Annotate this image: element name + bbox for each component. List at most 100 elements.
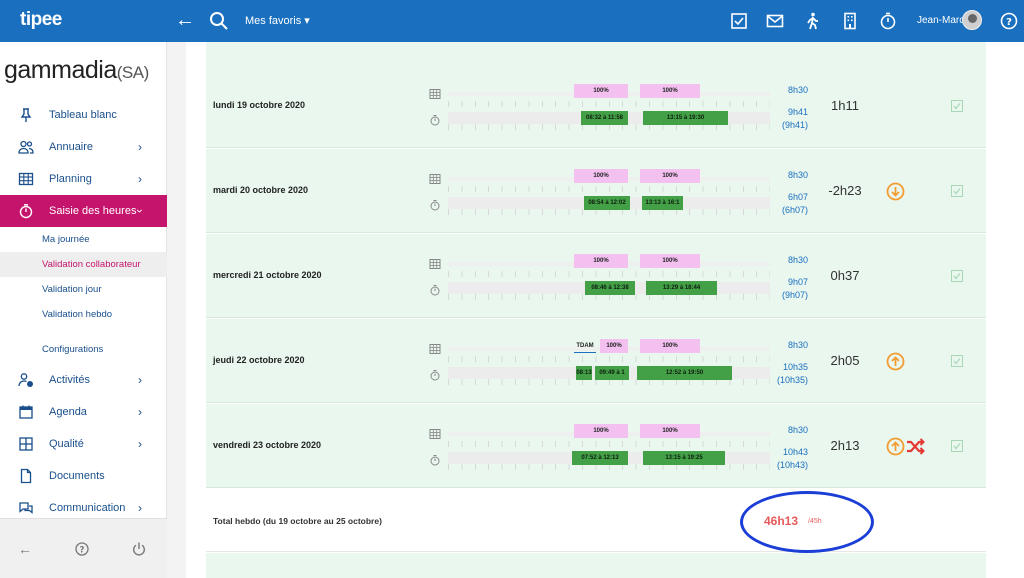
sidebar-item-activites[interactable]: Activités ›: [0, 364, 167, 396]
stopwatch-icon: [430, 200, 440, 211]
planned-segment[interactable]: 100%: [640, 169, 700, 183]
planned-segment[interactable]: TDAM: [574, 339, 596, 353]
avatar[interactable]: [962, 10, 982, 30]
day-row[interactable]: vendredi 23 octobre 2020 8h30 10h43 (10h…: [206, 404, 986, 488]
sidebar-item-label: Annuaire: [49, 141, 94, 153]
power-icon[interactable]: [131, 541, 147, 557]
day-row[interactable]: lundi 19 octobre 2020 8h30 9h41 (9h41) 1…: [206, 64, 986, 148]
collapse-arrow-icon[interactable]: ←: [18, 541, 32, 557]
user-name[interactable]: Jean-Marc: [917, 15, 965, 26]
shuffle-icon[interactable]: [906, 437, 925, 456]
actual-segment[interactable]: 08:46 à 12:38: [585, 281, 635, 295]
track-ticks: [448, 441, 770, 447]
stopwatch-icon: [430, 115, 440, 126]
track-ticks: [448, 271, 770, 277]
favorites-dropdown[interactable]: Mes favoris ▾: [245, 15, 310, 27]
planned-segment[interactable]: 100%: [574, 169, 628, 183]
sidebar-footer: ← ?: [0, 518, 167, 578]
track-ticks: [448, 294, 770, 300]
actual-segment[interactable]: 13:15 à 19:25: [643, 451, 725, 465]
arrow-up-circle-icon[interactable]: [886, 437, 905, 456]
sidebar-item-label: Saisie des heures: [49, 205, 137, 217]
planned-hours: 8h30: [787, 170, 808, 180]
arrow-down-circle-icon[interactable]: [886, 182, 905, 201]
actual-segment[interactable]: 07:52 à 12:13: [572, 451, 628, 465]
sub-item-validation-collaborateur[interactable]: Validation collaborateur: [0, 252, 167, 277]
day-label: vendredi 23 octobre 2020: [213, 440, 322, 450]
pin-icon: [20, 108, 32, 122]
planned-segment[interactable]: 100%: [640, 339, 700, 353]
stopwatch-icon[interactable]: [878, 11, 898, 31]
actual-segment[interactable]: 08:54 à 12:02: [584, 196, 630, 210]
track-ticks: [448, 379, 770, 385]
sidebar-item-qualite[interactable]: Qualité ›: [0, 428, 167, 460]
hours-delta: 1h11: [831, 98, 859, 113]
planned-segment[interactable]: 100%: [640, 84, 700, 98]
sidebar-item-documents[interactable]: Documents: [0, 460, 167, 492]
sidebar-item-planning[interactable]: Planning ›: [0, 163, 167, 195]
back-arrow-icon[interactable]: ←: [175, 9, 195, 31]
sidebar-item-tableau-blanc[interactable]: Tableau blanc: [0, 99, 167, 131]
sub-item-validation-hebdo[interactable]: Validation hebdo: [42, 309, 113, 320]
help-icon[interactable]: ?: [74, 541, 90, 557]
planned-hours: 8h30: [787, 425, 808, 435]
checkbox-icon[interactable]: [951, 185, 963, 197]
calendar-grid-icon: [429, 259, 441, 269]
app-logo[interactable]: tipee: [20, 9, 62, 30]
actual-hours: 9h07: [787, 277, 808, 287]
day-row[interactable]: jeudi 22 octobre 2020 8h30 10h35 (10h35)…: [206, 319, 986, 403]
sub-item-ma-journee[interactable]: Ma journée: [42, 234, 90, 245]
checkbox-icon[interactable]: [951, 440, 963, 452]
actual-segment[interactable]: 13:13 à 16:1: [642, 196, 683, 210]
sidebar-item-agenda[interactable]: Agenda ›: [0, 396, 167, 428]
help-icon[interactable]: ?: [999, 11, 1019, 31]
checkbox-icon[interactable]: [951, 355, 963, 367]
track-ticks: [448, 124, 770, 130]
actual-segment[interactable]: 13:29 à 18:44: [646, 281, 717, 295]
checkbox-icon[interactable]: [951, 100, 963, 112]
planned-hours: 8h30: [787, 255, 808, 265]
actual-segment[interactable]: 08:32 à 11:58: [581, 111, 628, 125]
stopwatch-icon: [430, 455, 440, 466]
planned-segment[interactable]: 100%: [574, 84, 628, 98]
hours-delta: -2h23: [828, 183, 862, 198]
planned-segment[interactable]: 100%: [600, 339, 628, 353]
track-ticks: [448, 356, 770, 362]
svg-text:?: ?: [80, 545, 85, 555]
walking-icon[interactable]: [802, 11, 822, 31]
chat-icon: [19, 502, 33, 514]
sub-item-configurations[interactable]: Configurations: [42, 344, 104, 355]
sidebar-item-annuaire[interactable]: Annuaire ›: [0, 131, 167, 163]
planned-segment[interactable]: 100%: [574, 254, 628, 268]
planned-segment[interactable]: 100%: [640, 424, 700, 438]
checkbox-icon[interactable]: [729, 11, 749, 31]
hours-delta: 0h37: [830, 268, 860, 283]
planned-segment[interactable]: 100%: [574, 424, 628, 438]
sidebar-item-saisie-des-heures[interactable]: Saisie des heures ›: [0, 195, 167, 227]
actual-segment[interactable]: 09:49 à 1: [595, 366, 629, 380]
sidebar-item-communication[interactable]: Communication ›: [0, 492, 167, 524]
arrow-up-circle-icon[interactable]: [886, 352, 905, 371]
day-row[interactable]: mercredi 21 octobre 2020 8h30 9h07 (9h07…: [206, 234, 986, 318]
checkbox-icon[interactable]: [951, 270, 963, 282]
building-icon[interactable]: [840, 11, 860, 31]
user-clock-icon: [18, 373, 33, 387]
document-icon: [20, 468, 32, 484]
chevron-down-icon: ›: [133, 209, 147, 213]
actual-segment[interactable]: 12:52 à 19:50: [637, 366, 732, 380]
day-row[interactable]: mardi 20 octobre 2020 8h30 6h07 (6h07) -…: [206, 149, 986, 233]
mail-icon[interactable]: [765, 11, 785, 31]
actual-hours: 6h07: [787, 192, 808, 202]
sub-item-validation-jour[interactable]: Validation jour: [42, 284, 102, 295]
chevron-right-icon: ›: [138, 437, 142, 451]
actual-hours-total: (9h07): [781, 290, 808, 300]
sidebar-item-label: Qualité: [49, 438, 84, 450]
actual-segment[interactable]: 13:15 à 19:30: [643, 111, 728, 125]
day-label: mercredi 21 octobre 2020: [213, 270, 322, 280]
chevron-right-icon: ›: [138, 373, 142, 387]
actual-hours: 9h41: [787, 107, 808, 117]
planned-segment[interactable]: 100%: [640, 254, 700, 268]
search-icon[interactable]: [208, 10, 230, 32]
actual-segment[interactable]: 08:13: [576, 366, 592, 380]
calendar-icon: [19, 405, 33, 419]
